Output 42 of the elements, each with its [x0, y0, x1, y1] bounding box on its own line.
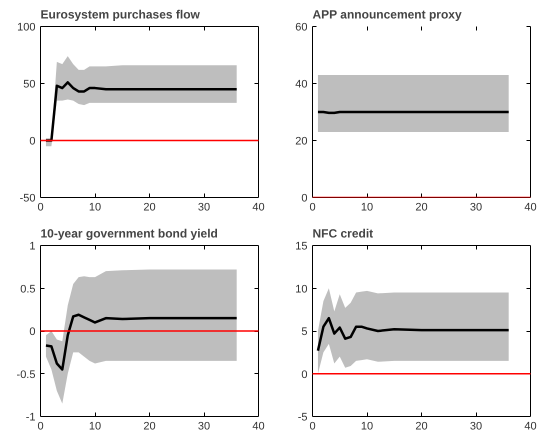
y-tick-label: 0 [301, 192, 308, 204]
y-tick-label: 15 [295, 240, 308, 252]
y-tick-label: 0 [301, 368, 308, 381]
y-tick-label: 0 [29, 326, 36, 338]
x-tick-label: 0 [37, 420, 44, 432]
x-tick-label: 20 [143, 202, 156, 214]
x-tick-label: 30 [470, 202, 482, 214]
y-tick-label: 50 [23, 78, 36, 90]
x-tick-label: 30 [198, 420, 210, 432]
y-tick-label: -5 [298, 412, 308, 424]
x-tick-label: 20 [415, 420, 428, 432]
x-tick-label: 0 [309, 420, 316, 432]
y-tick-label: 60 [295, 22, 308, 34]
y-tick-label: 1 [29, 240, 36, 252]
x-tick-label: 0 [37, 202, 44, 214]
y-tick-label: 0 [29, 136, 36, 148]
y-tick-label: 10 [295, 283, 308, 296]
x-tick-label: 10 [360, 420, 374, 432]
x-tick-label: 40 [252, 202, 265, 214]
y-tick-label: 40 [295, 78, 308, 90]
x-tick-label: 10 [360, 202, 374, 214]
y-tick-label: -0.5 [16, 368, 36, 381]
x-tick-label: 30 [198, 202, 210, 214]
x-tick-label: 40 [252, 420, 265, 432]
x-tick-label: 20 [143, 420, 156, 432]
chart-title: Eurosystem purchases flow [40, 8, 201, 22]
x-tick-label: 40 [524, 202, 537, 214]
y-tick-label: -50 [20, 192, 36, 204]
y-tick-label: 100 [17, 22, 36, 34]
y-tick-label: 5 [301, 326, 308, 338]
y-tick-label: 20 [295, 136, 308, 148]
y-tick-label: -1 [26, 412, 36, 424]
chart-title: 10-year government bond yield [40, 226, 218, 240]
x-tick-label: 30 [470, 420, 482, 432]
x-tick-label: 10 [88, 420, 102, 432]
x-tick-label: 20 [415, 202, 428, 214]
x-tick-label: 40 [524, 420, 537, 432]
chart-title: NFC credit [312, 226, 374, 240]
chart-title: APP announcement proxy [312, 8, 462, 22]
x-tick-label: 10 [88, 202, 102, 214]
y-tick-label: 0.5 [20, 283, 36, 296]
x-tick-label: 0 [309, 202, 316, 214]
